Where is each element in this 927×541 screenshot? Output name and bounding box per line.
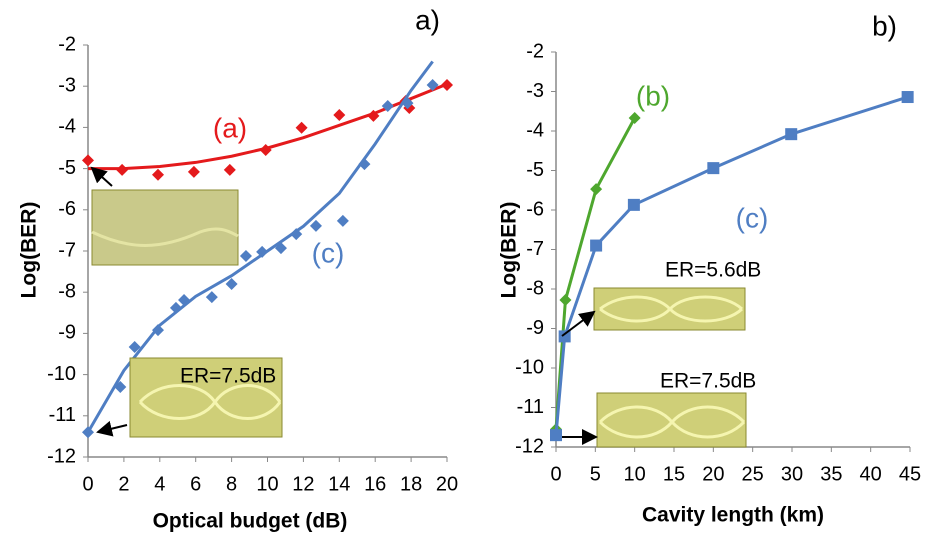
x-tick-label: 45 bbox=[899, 463, 921, 485]
series-line bbox=[88, 84, 447, 168]
y-tick-label: -12 bbox=[47, 445, 76, 467]
annotation: ER=7.5dB bbox=[180, 365, 276, 388]
x-tick-label: 14 bbox=[328, 473, 350, 495]
eye-diagram bbox=[594, 288, 745, 330]
y-tick-label: -3 bbox=[58, 74, 76, 96]
y-tick-label: -11 bbox=[517, 396, 544, 418]
y-tick-label: -8 bbox=[58, 280, 76, 302]
data-point bbox=[152, 169, 164, 181]
eye-diagram bbox=[92, 190, 238, 265]
annotation: ER=7.5dB bbox=[660, 370, 756, 393]
data-point bbox=[629, 112, 641, 124]
series-label: (b) bbox=[636, 80, 670, 111]
data-point bbox=[206, 291, 218, 303]
y-tick-label: -12 bbox=[515, 435, 544, 457]
insets bbox=[92, 168, 746, 447]
data-point bbox=[590, 183, 602, 195]
y-tick-label: -4 bbox=[58, 116, 76, 138]
x-tick-label: 0 bbox=[550, 463, 561, 485]
x-tick-label: 35 bbox=[820, 463, 842, 485]
data-point bbox=[240, 250, 252, 262]
y-tick-label: -6 bbox=[526, 198, 544, 220]
annotation: ER=5.6dB bbox=[665, 259, 761, 282]
data-point bbox=[188, 166, 200, 178]
arrow bbox=[92, 168, 112, 186]
x-tick-label: 10 bbox=[256, 473, 278, 495]
x-tick-label: 4 bbox=[154, 473, 165, 495]
x-tick-label: 5 bbox=[590, 463, 601, 485]
y-tick-label: -9 bbox=[58, 322, 76, 344]
figure: -12 -11 -10 -9 -8 -7 -6 -5 -4 -3 -2 0 2 4 6 8 10 12 14 16 18… bbox=[0, 0, 927, 541]
data-point bbox=[224, 164, 236, 176]
x-tick-label: 10 bbox=[624, 463, 646, 485]
data-point bbox=[902, 91, 914, 103]
y-tick-label: -10 bbox=[47, 363, 76, 385]
data-point bbox=[559, 330, 571, 342]
x-axis-title: Cavity length (km) bbox=[642, 504, 824, 527]
x-tick-label: 25 bbox=[742, 463, 764, 485]
x-tick-label: 12 bbox=[292, 473, 314, 495]
y-axis-title: Log(BER) bbox=[498, 202, 521, 299]
x-tick-label: 20 bbox=[702, 463, 724, 485]
x-tick-label: 8 bbox=[226, 473, 237, 495]
data-point bbox=[590, 240, 602, 252]
y-tick-label: -2 bbox=[526, 40, 544, 62]
data-point bbox=[333, 109, 345, 121]
y-tick-label: -5 bbox=[526, 159, 544, 181]
y-tick-label: -5 bbox=[58, 157, 76, 179]
x-tick-label: 18 bbox=[400, 473, 422, 495]
x-tick-label: 2 bbox=[118, 473, 129, 495]
y-tick-label: -2 bbox=[58, 33, 76, 55]
panel-label: a) bbox=[415, 4, 440, 35]
eye-diagram bbox=[597, 393, 746, 447]
x-tick-label: 6 bbox=[190, 473, 201, 495]
series-label: (a) bbox=[213, 112, 247, 143]
x-tick-label: 20 bbox=[436, 473, 458, 495]
y-tick-label: -8 bbox=[526, 277, 544, 299]
series-label: (c) bbox=[736, 202, 769, 233]
panel-label: b) bbox=[872, 10, 897, 41]
data-point bbox=[628, 199, 640, 211]
y-tick-label: -7 bbox=[58, 239, 76, 261]
data-point bbox=[707, 162, 719, 174]
x-tick-label: 16 bbox=[364, 473, 386, 495]
data-point bbox=[337, 215, 349, 227]
data-point bbox=[310, 220, 322, 232]
y-tick-label: -4 bbox=[526, 119, 544, 141]
data-point bbox=[550, 429, 562, 441]
series-label: (c) bbox=[312, 237, 345, 268]
x-tick-label: 30 bbox=[781, 463, 803, 485]
y-tick-label: -9 bbox=[526, 317, 544, 339]
y-axis-title: Log(BER) bbox=[18, 202, 41, 299]
y-tick-label: -7 bbox=[526, 238, 544, 260]
data-point bbox=[82, 154, 94, 166]
data-point bbox=[296, 122, 308, 134]
data-point bbox=[559, 294, 571, 306]
x-tick-label: 15 bbox=[663, 463, 685, 485]
arrow bbox=[562, 312, 594, 336]
y-tick-label: -6 bbox=[58, 198, 76, 220]
y-tick-label: -3 bbox=[526, 80, 544, 102]
x-axis-title: Optical budget (dB) bbox=[153, 510, 348, 533]
x-tick-label: 0 bbox=[82, 473, 93, 495]
series-line bbox=[556, 118, 635, 429]
arrow bbox=[98, 425, 127, 432]
y-tick-label: -11 bbox=[49, 404, 76, 426]
x-tick-label: 40 bbox=[860, 463, 882, 485]
y-tick-label: -10 bbox=[515, 356, 544, 378]
data-point bbox=[785, 128, 797, 140]
